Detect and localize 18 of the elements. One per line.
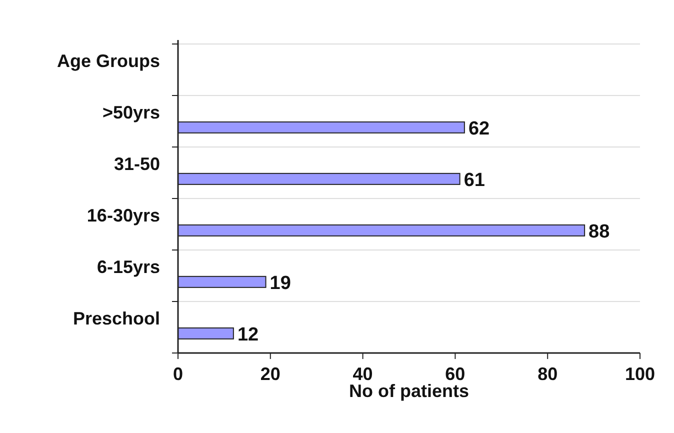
x-tick-label: 0 (172, 364, 184, 384)
y-tick-label: 31-50 (114, 154, 160, 174)
y-tick-label: 16-30yrs (86, 206, 160, 226)
y-tick-label: Age Groups (56, 51, 160, 72)
x-tick-label: 100 (624, 364, 656, 384)
x-axis-title: No of patients (349, 381, 469, 401)
y-tick-label: Preschool (72, 308, 160, 329)
x-tick-label: 80 (538, 364, 558, 384)
data-label: 61 (464, 170, 486, 191)
y-tick-label: 6-15yrs (96, 257, 160, 278)
y-tick-label: >50yrs (102, 102, 160, 123)
data-label: 19 (270, 272, 291, 294)
x-tick-label: 20 (260, 364, 280, 384)
x-tick-label: 60 (445, 364, 466, 384)
x-tick-label: 40 (352, 364, 373, 384)
data-label: 62 (468, 118, 490, 140)
data-label: 88 (588, 221, 610, 242)
data-label: 12 (237, 324, 259, 346)
